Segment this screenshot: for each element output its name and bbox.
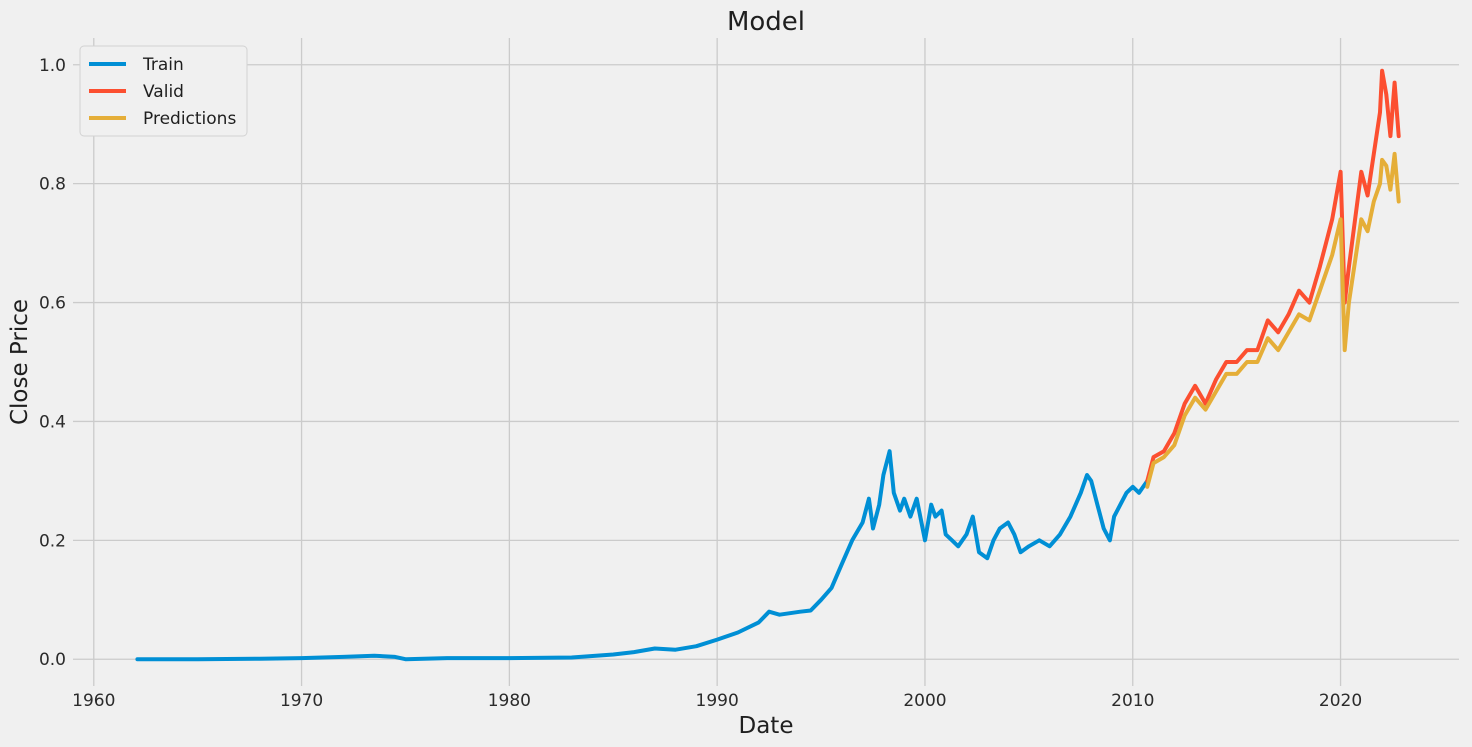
series-lines xyxy=(135,68,1401,662)
series-line-predictions xyxy=(1145,151,1401,489)
x-tick-label: 1970 xyxy=(280,691,323,711)
series-line-valid xyxy=(1145,68,1401,483)
y-tick-label: 1.0 xyxy=(39,56,66,76)
series-line-train xyxy=(135,449,1150,662)
legend-label-valid: Valid xyxy=(143,82,184,102)
y-axis-label: Close Price xyxy=(7,299,33,425)
x-tick-label: 1960 xyxy=(72,691,115,711)
tick-labels: 1960 1970 1980 1990 2000 2010 2020 0.0 0.2 0.4 0.6… xyxy=(39,56,1362,711)
legend: Train Valid Predictions xyxy=(79,45,248,137)
chart-title: Model xyxy=(727,7,805,37)
x-tick-label: 1990 xyxy=(696,691,739,711)
y-tick-label: 0.8 xyxy=(39,175,66,195)
x-tick-label: 2000 xyxy=(903,691,946,711)
y-tick-label: 0.2 xyxy=(39,531,66,551)
y-tick-label: 0.0 xyxy=(39,650,66,670)
x-tick-label: 2020 xyxy=(1319,691,1362,711)
y-tick-label: 0.4 xyxy=(39,412,66,432)
x-tick-label: 2010 xyxy=(1111,691,1154,711)
legend-box xyxy=(79,45,248,137)
y-tick-label: 0.6 xyxy=(39,294,66,314)
x-tick-label: 1980 xyxy=(488,691,531,711)
x-axis-label: Date xyxy=(739,713,794,739)
legend-label-train: Train xyxy=(142,55,184,75)
legend-label-predictions: Predictions xyxy=(143,109,236,129)
